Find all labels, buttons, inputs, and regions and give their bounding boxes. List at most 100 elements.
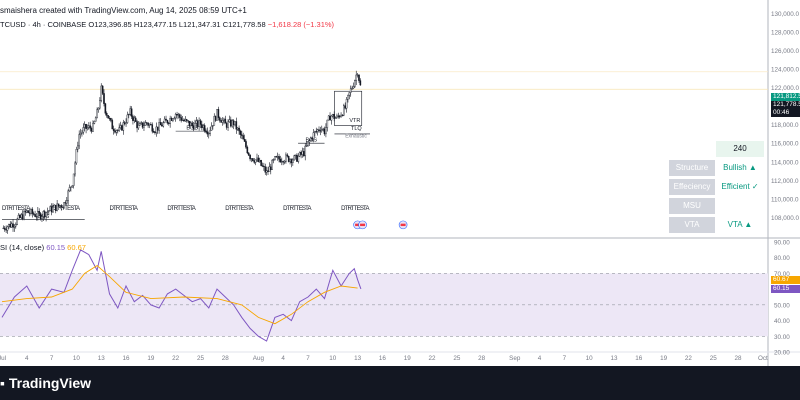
table-value-efficiency: Efficient ✓ [721,182,759,191]
table-value-msu [716,198,764,214]
brand-text: TradingView [8,375,92,391]
candle-down [201,124,203,128]
rsi-value: 60.15 [46,243,66,252]
candle-up [65,200,68,204]
candle-up [116,129,119,131]
candle-down [145,122,148,124]
candle-up [336,115,338,118]
candle-down [224,118,227,124]
rsi-label: SI (14, close) [0,243,45,252]
candle-down [232,120,235,126]
symbol-name: TCUSD · 4h · COINBASE [0,20,87,29]
candle-down [191,122,194,126]
candle-up [122,122,125,131]
candle-up [162,122,165,127]
time-tick-label: 19 [404,355,412,362]
candle-up [194,123,196,130]
time-tick-label: Aug [253,355,265,362]
time-tick-label: 28 [222,355,230,362]
candle-down [300,152,302,155]
price-tick-label: 108,000.0 [771,215,800,222]
candle-up [274,156,276,160]
bos-label: BOS [186,126,198,132]
candle-up [190,122,192,127]
repeat-label: DTRTTESTA [167,206,195,212]
candle-up [309,137,312,141]
candle-up [174,114,177,119]
candle-down [303,151,305,157]
time-tick-label: Oct [758,355,768,362]
candle-down [32,213,35,215]
candle-down [214,116,217,121]
table-label-vta: VTA [669,217,715,233]
tradingview-logo[interactable]: ▪ TradingView [0,375,91,391]
ohlc-line: TCUSD · 4h · COINBASE O123,396.85 H123,4… [0,20,334,29]
candle-up [216,109,218,121]
candle-down [217,109,220,118]
candle-up [100,85,103,101]
candle-up [97,107,100,110]
candle-up [272,159,275,161]
candle-down [188,120,191,127]
candle-down [50,206,53,213]
candle-down [156,126,159,131]
candle-up [352,86,355,89]
event-flag-stripe [360,223,366,227]
candle-up [99,100,101,109]
time-tick-label: 10 [329,355,337,362]
time-tick-label: 28 [735,355,743,362]
candle-up [59,205,61,207]
candle-up [198,120,200,127]
candle-down [136,121,138,129]
candle-down [134,117,137,122]
candle-down [185,119,188,121]
candle-up [285,154,287,162]
repeat-label: DTRTTESTA [283,206,311,212]
candle-down [206,131,209,135]
candle-down [187,120,189,122]
candle-down [130,108,133,117]
price-tick-label: 130,000.0 [771,11,800,18]
candle-up [343,105,345,116]
time-tick-label: 4 [538,355,542,362]
candle-down [114,130,116,133]
candle-up [148,124,151,126]
candle-up [94,117,97,122]
candle-down [161,124,163,127]
candle-up [75,149,78,164]
candle-up [334,117,337,119]
candle-down [89,125,92,129]
candle-up [83,124,86,128]
candle-down [282,161,284,163]
candle-up [316,129,319,132]
candle-down [165,118,167,121]
time-tick-label: 13 [98,355,106,362]
candle-up [351,87,353,90]
tlq-label: TLQ [351,126,362,132]
rsi-tick-label: 40.00 [774,318,790,325]
candle-up [133,117,136,121]
candle-down [318,129,320,131]
candle-down [225,123,228,128]
candle-up [115,130,118,133]
candle-up [140,122,143,124]
candle-up [256,157,258,161]
candle-up [96,109,98,119]
candle-up [68,187,71,192]
time-tick-label: 22 [172,355,180,362]
candle-down [166,120,169,124]
candle-down [27,210,29,213]
table-value-structure: Bullish ▲ [723,163,757,172]
candle-down [247,152,250,156]
candle-down [260,159,262,166]
candle-up [129,108,131,115]
event-flag-stripe [355,223,361,227]
candle-down [123,122,126,125]
candle-up [6,226,9,231]
time-tick-label: 25 [197,355,205,362]
candle-up [297,155,300,162]
price-tick-label: 118,000.0 [771,122,799,129]
candle-down [38,211,41,214]
axis-layer: 130,000.0 128,000.0 126,000.0 124,000.0 122,… [0,11,800,362]
